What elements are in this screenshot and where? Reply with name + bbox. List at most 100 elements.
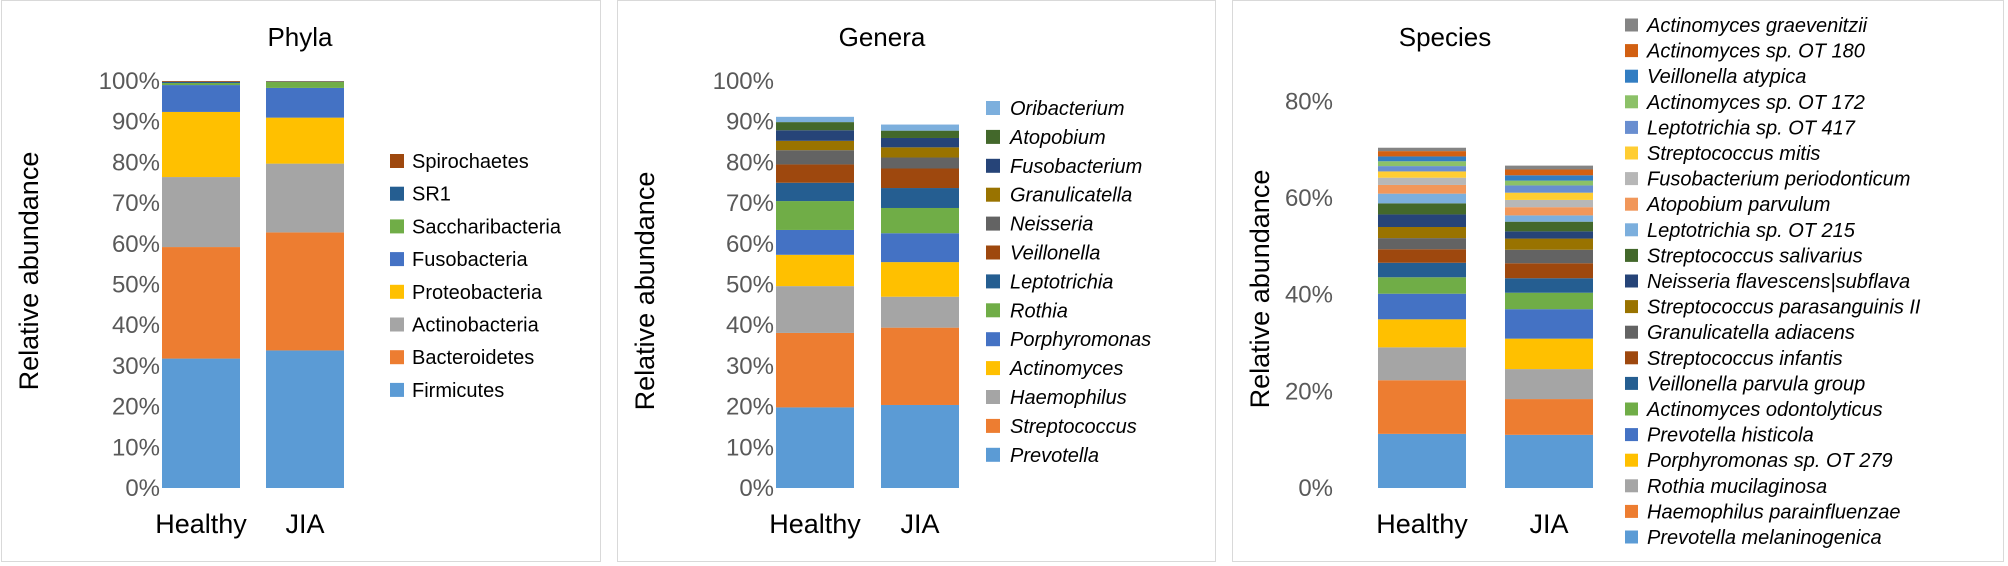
species-bar-segment [1505,207,1593,216]
genera-legend-swatch [986,129,1000,144]
species-legend-label: Actinomyces graevenitzii [1646,15,1868,37]
genera-chart-panel: Genera Relative abundance 0% 10% 20% 30% 40%… [617,0,1216,562]
species-bar-segment [1378,380,1466,434]
species-legend-swatch [1625,402,1638,416]
species-legend-swatch [1625,300,1638,314]
genera-legend-swatch [986,303,1000,318]
genera-bar-segment [881,137,959,148]
genera-legend-swatch [986,158,1000,173]
phyla-bar-segment [162,177,240,248]
genera-y-tick-label: 60% [726,231,774,258]
species-y-tick-label: 60% [1285,185,1333,212]
species-legend-swatch [1625,172,1638,186]
species-bar-segment [1378,151,1466,157]
genera-y-tick-label: 10% [726,434,774,461]
phyla-legend-label: Actinobacteria [412,315,540,337]
genera-bar-segment [881,327,959,405]
phyla-legend-label: Proteobacteria [412,282,543,304]
species-bar-segment [1505,263,1593,279]
species-legend-label: Streptococcus infantis [1647,348,1843,370]
species-legend-swatch [1625,248,1638,262]
genera-legend-swatch [986,418,1000,433]
species-bar-segment [1505,180,1593,186]
genera-bar-segment [776,201,854,230]
phyla-bar-segment [266,87,344,118]
species-y-tick-label: 40% [1285,282,1333,309]
genera-bar-segment [881,168,959,189]
species-legend-swatch [1625,120,1638,134]
species-legend-label: Atopobium parvulum [1646,194,1830,216]
genera-legend-label: Leptotrichia [1010,271,1113,293]
species-bar-segment [1378,193,1466,204]
genera-y-tick-label: 20% [726,394,774,421]
phyla-y-tick-label: 80% [112,149,160,176]
genera-y-tick-label: 100% [713,68,774,95]
genera-legend-swatch [986,361,1000,376]
species-legend-label: Leptotrichia sp. OT 215 [1647,220,1856,242]
phyla-legend-label: Saccharibacteria [412,216,562,238]
genera-y-tick-label: 0% [739,475,774,502]
species-bar-segment [1378,177,1466,185]
species-legend-label: Haemophilus parainfluenzae [1647,501,1901,523]
genera-bar-segment [776,286,854,333]
genera-legend-label: Fusobacterium [1010,156,1142,178]
species-y-tick-label: 0% [1298,475,1333,502]
species-legend-swatch [1625,69,1638,83]
species-bar-segment [1378,161,1466,167]
species-legend-label: Fusobacterium periodonticum [1647,169,1910,191]
genera-legend-label: Prevotella [1010,445,1099,467]
species-legend-swatch [1625,274,1638,288]
phyla-x-category-label: JIA [285,509,324,539]
species-bar-segment [1505,165,1593,170]
species-chart-panel: Species Relative abundance 0% 20% 40% 60% 80… [1232,0,2004,562]
phyla-y-tick-label: 60% [112,231,160,258]
species-chart-title: Species [1399,22,1492,52]
phyla-y-tick-label: 70% [112,190,160,217]
species-y-tick-label: 80% [1285,88,1333,115]
species-bar-segment [1378,227,1466,239]
genera-legend-swatch [986,245,1000,260]
species-legend-label: Actinomyces odontolyticus [1646,399,1883,421]
genera-legend-label: Neisseria [1010,214,1093,236]
species-legend-label: Actinomyces sp. OT 172 [1646,92,1865,114]
genera-y-tick-label: 70% [726,190,774,217]
species-legend-swatch [1625,504,1638,518]
genera-y-tick-label: 80% [726,149,774,176]
genera-bar-segment [881,404,959,488]
species-legend-swatch [1625,376,1638,390]
genera-legend-label: Oribacterium [1010,98,1124,120]
genera-legend-swatch [986,216,1000,231]
species-bar-segment [1505,278,1593,293]
phyla-legend-swatch [390,186,404,201]
genera-bar-segment [881,207,959,234]
species-legend-label: Veillonella atypica [1647,66,1806,88]
species-bar-segment [1378,293,1466,320]
genera-legend-swatch [986,101,1000,115]
phyla-bar-segment [162,81,240,84]
species-bar-segment [1505,199,1593,208]
species-bar-segment [1505,231,1593,239]
species-legend-swatch [1625,530,1638,544]
species-x-category-label: JIA [1529,509,1568,539]
species-bar-segment [1505,169,1593,176]
phyla-bar-segment [266,81,344,88]
phyla-legend-label: Fusobacteria [412,249,528,271]
species-legend-swatch [1625,95,1638,109]
genera-y-tick-label: 90% [726,109,774,136]
phyla-bar-segment [266,232,344,351]
phyla-chart-title: Phyla [267,22,333,52]
phyla-y-axis-label: Relative abundance [14,152,44,391]
genera-bar-segment [881,124,959,131]
genera-y-tick-label: 40% [726,312,774,339]
phyla-y-tick-label: 100% [99,68,160,95]
genera-legend-label: Granulicatella [1010,185,1132,207]
genera-bar-segment [776,407,854,488]
phyla-bar-segment [162,83,240,86]
genera-bar-segment [776,140,854,151]
species-bar-segment [1505,175,1593,181]
species-bar-segment [1505,434,1593,488]
species-bar-segment [1505,292,1593,310]
species-bar-segment [1378,277,1466,294]
phyla-y-tick-label: 50% [112,272,160,299]
species-bar-segment [1378,238,1466,250]
